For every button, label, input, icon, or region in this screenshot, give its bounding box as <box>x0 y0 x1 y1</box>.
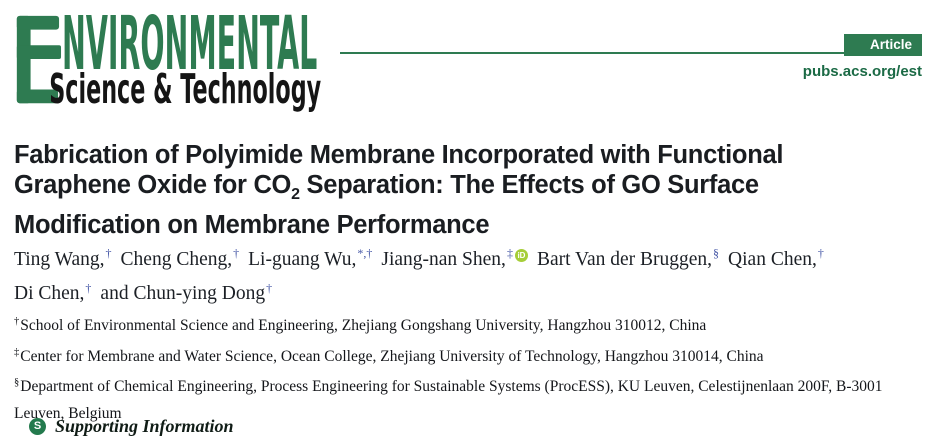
author-name: Bart Van der Bruggen, <box>536 248 713 270</box>
supporting-info-icon: S <box>29 418 46 435</box>
author-line: Di Chen,† and Chun-ying Dong† <box>14 274 924 309</box>
author-line: Ting Wang,† Cheng Cheng,† Li-guang Wu,*,† J… <box>14 239 924 274</box>
title-text: Modification on Membrane Performance <box>14 211 490 240</box>
affiliation-marker: ‡ <box>14 346 20 358</box>
author: Di Chen,† <box>14 280 92 305</box>
journal-url-link[interactable]: pubs.acs.org/est <box>802 63 922 80</box>
affiliation-text: School of Environmental Science and Engi… <box>20 317 707 335</box>
author-affiliation-marker: † <box>85 280 92 295</box>
author: Bart Van der Bruggen,§ <box>536 246 720 270</box>
author-name: and Chun-ying Dong <box>100 283 266 304</box>
journal-logo: NVIRONMENTAL Science & Technology <box>14 6 326 114</box>
header-rule <box>340 52 922 54</box>
author: Li-guang Wu,*,† <box>248 246 373 270</box>
affiliation-text: Department of Chemical Engineering, Proc… <box>14 378 883 422</box>
affiliation: ‡Center for Membrane and Water Science, … <box>14 340 922 371</box>
orcid-icon[interactable]: iD <box>514 248 528 262</box>
journal-name-top: NVIRONMENTAL <box>62 6 317 87</box>
logo-big-e-icon <box>16 15 62 104</box>
author: Qian Chen,† <box>728 246 824 270</box>
author: and Chun-ying Dong† <box>100 280 273 305</box>
author: Ting Wang,† <box>14 246 112 270</box>
journal-logo-svg: NVIRONMENTAL Science & Technology <box>16 6 321 113</box>
title-subscript: 2 <box>291 186 300 204</box>
author-affiliation-marker: ‡ <box>506 246 513 260</box>
affiliation-marker: † <box>14 316 20 327</box>
paper-title: Fabrication of Polyimide Membrane Incorp… <box>14 140 920 240</box>
affiliation-list: †School of Environmental Science and Eng… <box>14 309 922 427</box>
author-affiliation-marker: § <box>713 246 720 260</box>
author-affiliation-marker: † <box>233 246 240 260</box>
title-text: Fabrication of Polyimide Membrane Incorp… <box>14 141 784 169</box>
author-affiliation-marker: † <box>105 246 112 260</box>
supporting-info-label: Supporting Information <box>55 416 234 436</box>
article-type-badge: Article <box>843 34 922 56</box>
author-name: Qian Chen, <box>728 248 817 270</box>
author-name: Li-guang Wu, <box>248 248 357 270</box>
affiliation-marker: § <box>14 377 20 389</box>
author-name: Ting Wang, <box>14 248 105 270</box>
author-name: Di Chen, <box>14 283 85 304</box>
author-affiliation-marker: *,† <box>357 246 373 260</box>
author-affiliation-marker: † <box>266 280 273 295</box>
supporting-information: S Supporting Information <box>29 416 234 437</box>
affiliation: †School of Environmental Science and Eng… <box>14 309 922 340</box>
author: Jiang-nan Shen,‡ iD <box>381 246 528 270</box>
title-text: Separation: The Effects of GO Surface <box>299 171 759 199</box>
author-affiliation-marker: † <box>817 246 824 260</box>
author-list: Ting Wang,† Cheng Cheng,† Li-guang Wu,*,† J… <box>14 239 924 308</box>
affiliation-text: Center for Membrane and Water Science, O… <box>20 347 764 365</box>
author: Cheng Cheng,† <box>120 246 240 270</box>
title-text: Graphene Oxide for CO <box>14 171 292 199</box>
author-name: Cheng Cheng, <box>120 248 233 270</box>
journal-name-bottom: Science & Technology <box>49 65 321 113</box>
affiliation: §Department of Chemical Engineering, Pro… <box>14 370 922 427</box>
author-name: Jiang-nan Shen, <box>381 248 506 270</box>
